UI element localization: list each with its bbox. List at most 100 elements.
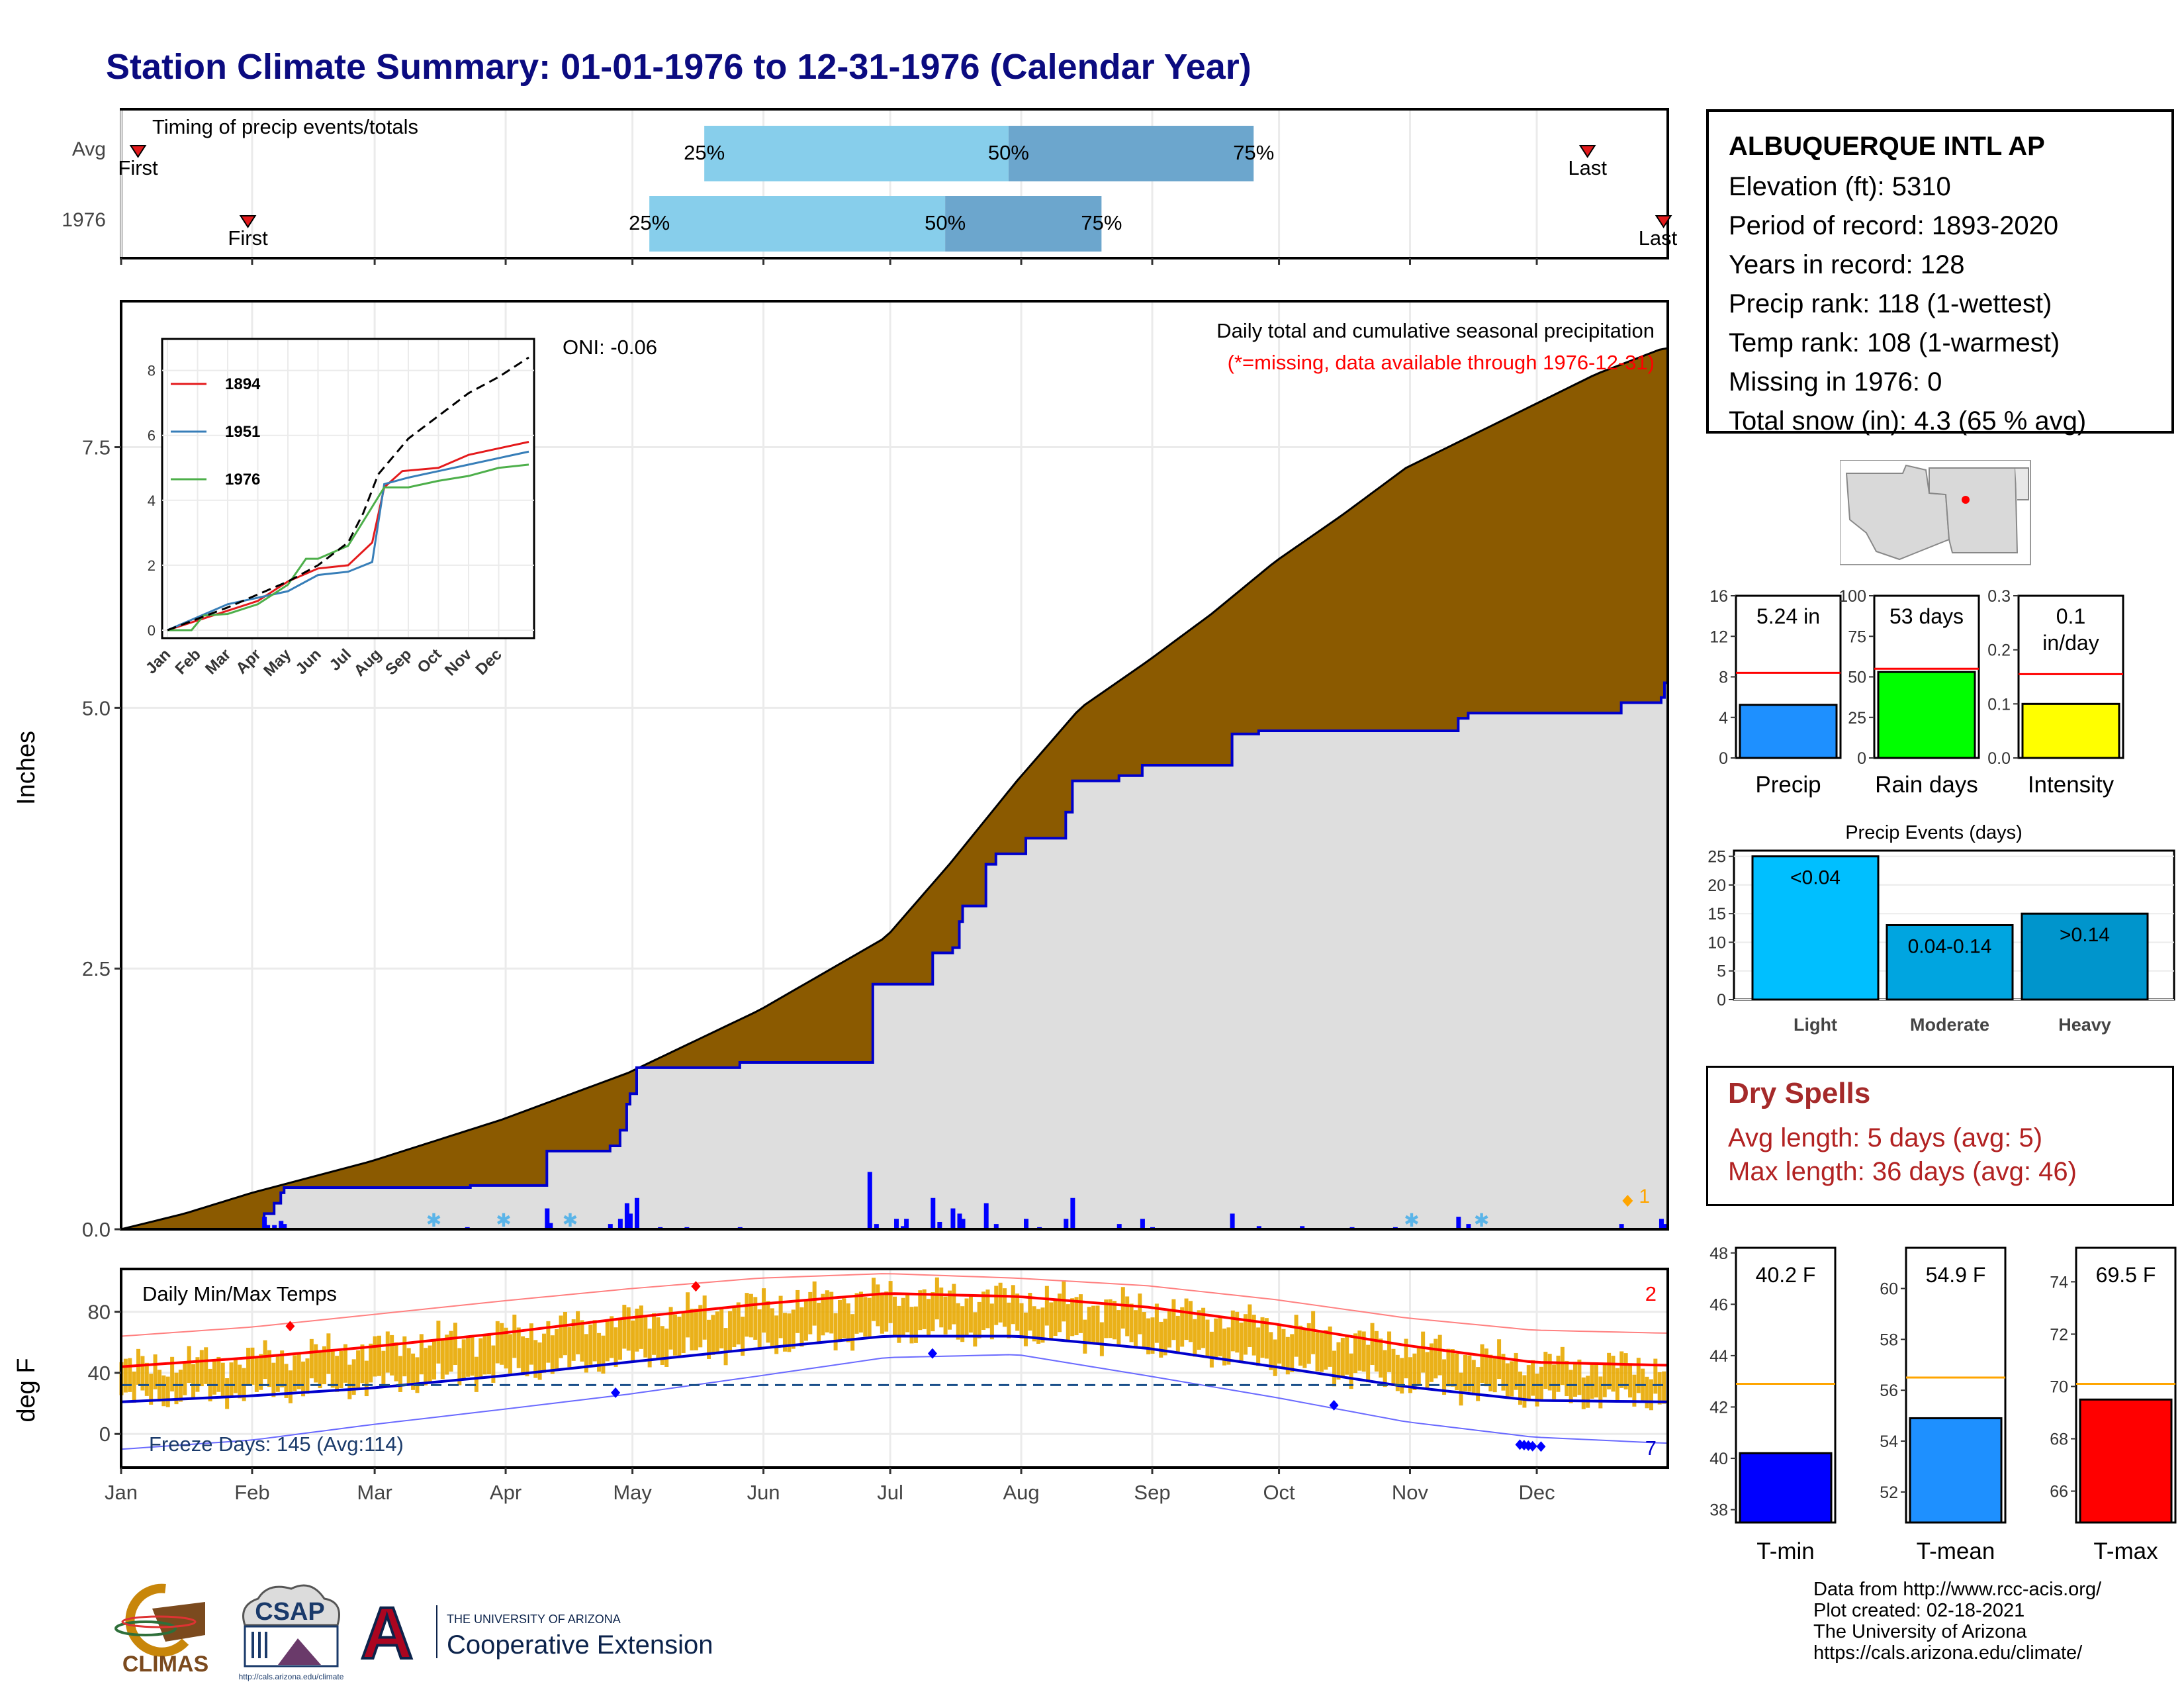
timing-p50-label: 50% <box>988 141 1029 164</box>
daily-temp-bar <box>1391 1348 1396 1387</box>
average-max-line <box>120 1292 1668 1368</box>
daily-temp-bar <box>694 1308 698 1350</box>
inset-x-tick-label: Jun <box>292 645 324 678</box>
daily-temp-bar <box>973 1312 978 1347</box>
daily-temp-bar <box>1611 1356 1615 1392</box>
daily-precip-bar <box>282 1224 287 1229</box>
month-tick-label: Mar <box>357 1481 392 1504</box>
record-low-marker <box>1527 1440 1537 1452</box>
daily-temp-bar <box>1125 1296 1130 1336</box>
daily-temp-bar <box>614 1327 618 1367</box>
daily-temp-bar <box>1628 1363 1633 1398</box>
inset-y-tick-label: 8 <box>148 363 156 379</box>
dry-spells-title: Dry Spells <box>1728 1077 1871 1109</box>
daily-temp-bar <box>1083 1319 1087 1354</box>
daily-temp-bar <box>1366 1344 1371 1383</box>
daily-temp-bar <box>727 1311 732 1352</box>
summary-bar-tick-label: 75 <box>1848 628 1866 646</box>
daily-precip-bar <box>624 1203 629 1229</box>
daily-temp-bar <box>863 1297 868 1337</box>
daily-temp-bar <box>542 1333 547 1373</box>
daily-temp-bar <box>753 1297 758 1340</box>
daily-temp-bar <box>960 1306 965 1342</box>
events-tick-label: 5 <box>1717 962 1726 981</box>
daily-temp-bar <box>1180 1307 1185 1347</box>
station-precip-rank: Precip rank: 118 (1-wettest) <box>1729 289 2052 318</box>
daily-temp-bar <box>466 1337 471 1377</box>
daily-temp-bar <box>1129 1303 1134 1342</box>
timing-rows: 25% 50% 75% First Last 25% 50% 75% First Last <box>118 126 1678 252</box>
daily-temp-bar <box>318 1351 322 1389</box>
temp-bar-value: 40.2 F <box>1756 1263 1816 1287</box>
record-low-marker <box>927 1348 937 1359</box>
daily-temp-bar <box>254 1356 259 1392</box>
daily-temp-bar <box>1569 1370 1573 1403</box>
daily-temp-bar <box>1387 1331 1392 1372</box>
daily-temp-bar <box>994 1286 999 1325</box>
daily-temp-bar <box>842 1298 846 1338</box>
temp-bar-value: 54.9 F <box>1926 1263 1986 1287</box>
daily-temp-bar <box>238 1364 242 1399</box>
temp-bar <box>1909 1417 2003 1524</box>
record-low-marker <box>1536 1441 1546 1452</box>
daily-temp-bar <box>1285 1336 1290 1375</box>
temp-bar-tick-label: 74 <box>2050 1273 2068 1291</box>
daily-precip-bar <box>901 1226 906 1229</box>
temp-bar-tick-label: 58 <box>1880 1331 1898 1349</box>
daily-temp-bar <box>723 1328 728 1366</box>
daily-temp-bar <box>153 1354 158 1389</box>
daily-temp-bar <box>356 1350 361 1388</box>
daily-temp-bar <box>449 1331 453 1372</box>
inset-legend-label: 1976 <box>225 471 260 489</box>
daily-temp-bar <box>592 1320 597 1362</box>
daily-temp-bar <box>787 1313 792 1352</box>
summary-bar-tick-label: 0 <box>1719 749 1728 768</box>
daily-precip-bar <box>983 1203 989 1229</box>
summary-bar-label: Rain days <box>1875 772 1978 798</box>
inset-x-tick-label: Feb <box>171 645 204 678</box>
daily-temp-bar <box>1488 1354 1493 1391</box>
daily-temp-bar <box>487 1335 492 1375</box>
daily-temp-bar <box>415 1357 420 1393</box>
daily-temp-bar <box>1657 1372 1662 1405</box>
timing-title: Timing of precip events/totals <box>152 115 418 138</box>
precip-corner-count: 1 <box>1639 1186 1650 1207</box>
events-tick-label: 15 <box>1707 905 1726 923</box>
events-bar-label: <0.04 <box>1790 867 1841 889</box>
daily-temp-bar <box>719 1307 724 1348</box>
daily-temp-bar <box>250 1347 255 1385</box>
events-bar <box>1886 924 2014 1001</box>
daily-temp-bar <box>985 1289 990 1329</box>
daily-temp-bar <box>762 1288 766 1333</box>
daily-temp-bar <box>1095 1305 1100 1343</box>
summary-bar-value: 0.1 <box>2056 604 2085 628</box>
daily-temp-bar <box>525 1338 529 1377</box>
record-low-marker <box>1524 1440 1533 1451</box>
daily-temp-bar <box>343 1344 347 1383</box>
daily-temp-bar <box>220 1362 225 1397</box>
inset-x-tick-label: Oct <box>414 645 445 677</box>
summary-bar-tick-label: 8 <box>1719 669 1728 687</box>
daily-temp-bar <box>1480 1344 1484 1383</box>
temp-bar-tick-label: 66 <box>2050 1483 2068 1501</box>
ua-big-text: Cooperative Extension <box>447 1630 713 1660</box>
daily-temp-bar <box>1058 1293 1062 1333</box>
month-tick-label: Feb <box>234 1481 269 1504</box>
daily-temp-bar <box>1235 1311 1240 1353</box>
daily-temp-bar <box>601 1335 606 1374</box>
station-elevation: Elevation (ft): 5310 <box>1729 172 1951 201</box>
daily-temp-bar <box>1281 1329 1286 1368</box>
daily-temp-bar <box>1260 1317 1265 1358</box>
daily-temp-bar <box>280 1350 285 1387</box>
footer-line: Plot created: 02-18-2021 <box>1813 1600 2025 1621</box>
inset-series-line <box>167 450 529 632</box>
inset-lines <box>167 356 529 632</box>
temp-summary-bars: 38 40 42 44 46 48 40.2 F T-min 52 54 56 58 60 54.9 F T… <box>1709 1244 2177 1564</box>
inset-y-tick-label: 6 <box>148 428 156 444</box>
timing-box-lower <box>704 126 1009 181</box>
timing-row-label-avg: Avg <box>72 138 106 160</box>
daily-temp-bar <box>622 1305 627 1349</box>
daily-temp-bar <box>512 1314 517 1358</box>
daily-temp-bar <box>1615 1368 1619 1402</box>
events-bar-label: 0.04-0.14 <box>1908 936 1992 958</box>
